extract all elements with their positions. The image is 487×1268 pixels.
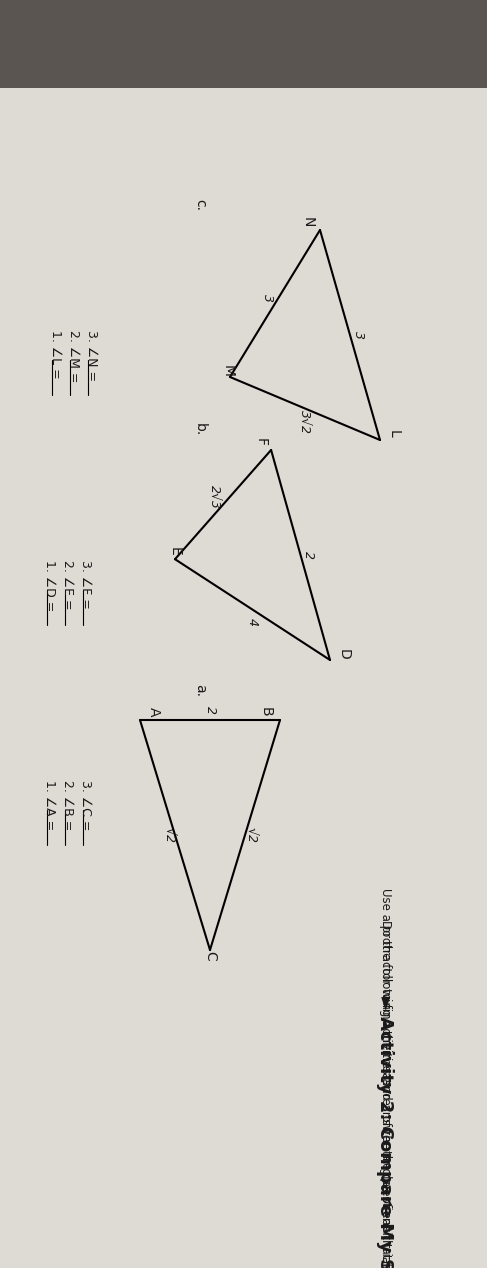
Text: M: M <box>221 365 235 377</box>
Text: B: B <box>259 708 273 716</box>
Text: 3. ∠N =: 3. ∠N = <box>85 330 97 382</box>
Text: 2. ∠E =: 2. ∠E = <box>61 560 75 610</box>
Text: 3: 3 <box>352 331 364 339</box>
Text: 3. ∠C =: 3. ∠C = <box>79 780 93 831</box>
Text: E: E <box>168 547 182 555</box>
Text: c.: c. <box>193 199 207 210</box>
Text: 3√2: 3√2 <box>299 411 312 435</box>
Text: 3: 3 <box>261 294 274 303</box>
Text: C: C <box>203 951 217 961</box>
Text: √2: √2 <box>163 827 175 843</box>
Text: 4: 4 <box>246 618 259 625</box>
Text: b.: b. <box>193 424 207 436</box>
Text: 2: 2 <box>204 706 217 714</box>
Text: L: L <box>387 430 401 437</box>
Text: 2: 2 <box>302 552 315 559</box>
Polygon shape <box>0 0 487 87</box>
Text: F: F <box>254 437 268 446</box>
Text: 3. ∠F =: 3. ∠F = <box>79 560 93 609</box>
Text: Do the following activities and answer the questions that follow.: Do the following activities and answer t… <box>378 921 392 1268</box>
Text: 1. ∠D =: 1. ∠D = <box>43 560 56 611</box>
Polygon shape <box>0 87 487 1268</box>
Text: D: D <box>337 649 351 659</box>
Text: Use a protractor to find the measures of the angles of each triangle.: Use a protractor to find the measures of… <box>378 888 392 1268</box>
Text: 1. ∠A =: 1. ∠A = <box>43 780 56 831</box>
Text: √2: √2 <box>244 827 258 843</box>
Text: 2. ∠B =: 2. ∠B = <box>61 780 75 831</box>
Text: 1. ∠L =: 1. ∠L = <box>49 330 61 379</box>
Text: 2. ∠M =: 2. ∠M = <box>67 330 79 383</box>
Text: A: A <box>147 708 161 716</box>
Text: 2√3: 2√3 <box>208 484 222 508</box>
Text: ► Activity 2: Compare My Size: ► Activity 2: Compare My Size <box>376 995 394 1268</box>
Text: N: N <box>301 217 315 227</box>
Text: a.: a. <box>193 683 207 696</box>
